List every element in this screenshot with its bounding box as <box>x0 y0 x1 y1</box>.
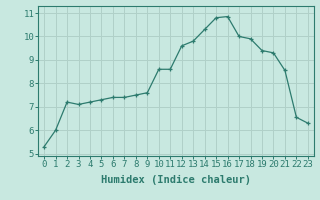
X-axis label: Humidex (Indice chaleur): Humidex (Indice chaleur) <box>101 175 251 185</box>
